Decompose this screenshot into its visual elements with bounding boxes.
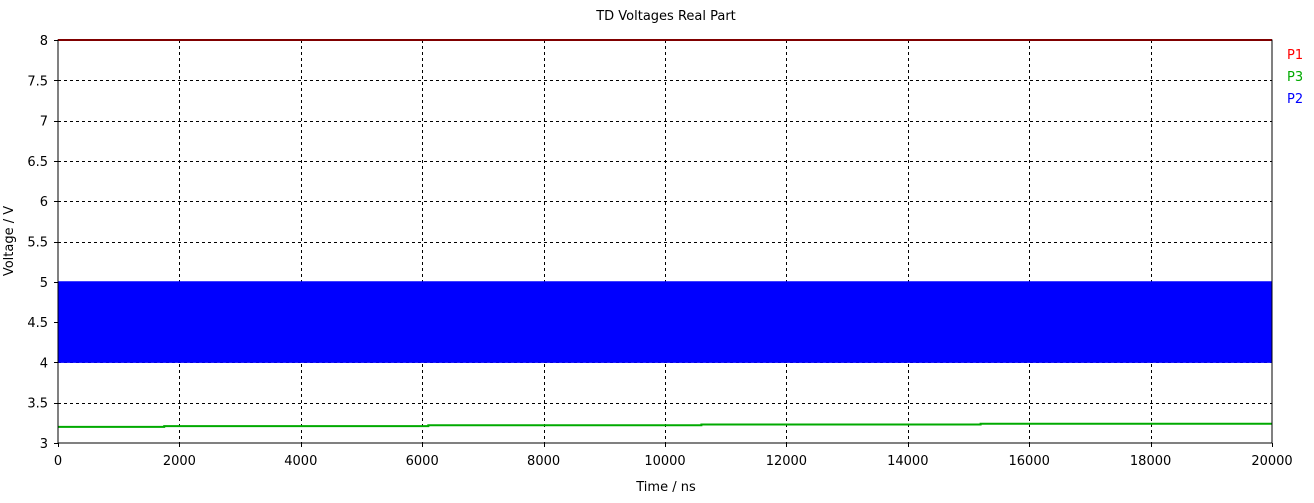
y-tick-label: 4.5 — [27, 316, 48, 331]
y-tick-label: 8 — [40, 34, 48, 49]
y-tick-label: 5 — [40, 276, 48, 291]
legend-item-p3: P3 — [1287, 70, 1303, 85]
x-tick-label: 14000 — [887, 454, 928, 469]
x-tick-label: 2000 — [163, 454, 196, 469]
x-tick-label: 20000 — [1251, 454, 1292, 469]
x-tick-label: 6000 — [406, 454, 439, 469]
y-tick-label: 4 — [40, 356, 48, 371]
legend: P1 P3 P2 — [1287, 48, 1303, 107]
legend-item-p2: P2 — [1287, 92, 1303, 107]
y-tick-label: 6.5 — [27, 155, 48, 170]
chart-title: TD Voltages Real Part — [595, 9, 736, 24]
series-p3-line — [58, 422, 1272, 428]
y-tick-label: 6 — [40, 195, 48, 210]
y-tick-label: 5.5 — [27, 236, 48, 251]
y-tick-label: 7.5 — [27, 74, 48, 89]
x-tick-label: 16000 — [1009, 454, 1050, 469]
legend-item-p1: P1 — [1287, 48, 1303, 63]
ticks: 0 2000 4000 6000 8000 10000 12000 14000 16000 180… — [27, 34, 1292, 469]
x-axis-title: Time / ns — [635, 480, 696, 495]
y-tick-label: 3 — [40, 437, 48, 452]
y-tick-label: 3.5 — [27, 397, 48, 412]
y-tick-label: 7 — [40, 115, 48, 130]
x-tick-label: 8000 — [527, 454, 560, 469]
x-tick-label: 10000 — [644, 454, 685, 469]
x-tick-label: 4000 — [284, 454, 317, 469]
x-tick-label: 12000 — [766, 454, 807, 469]
x-tick-label: 0 — [54, 454, 62, 469]
x-tick-label: 18000 — [1130, 454, 1171, 469]
y-axis-title: Voltage / V — [2, 206, 17, 276]
series-p2-band — [57, 281, 1273, 363]
